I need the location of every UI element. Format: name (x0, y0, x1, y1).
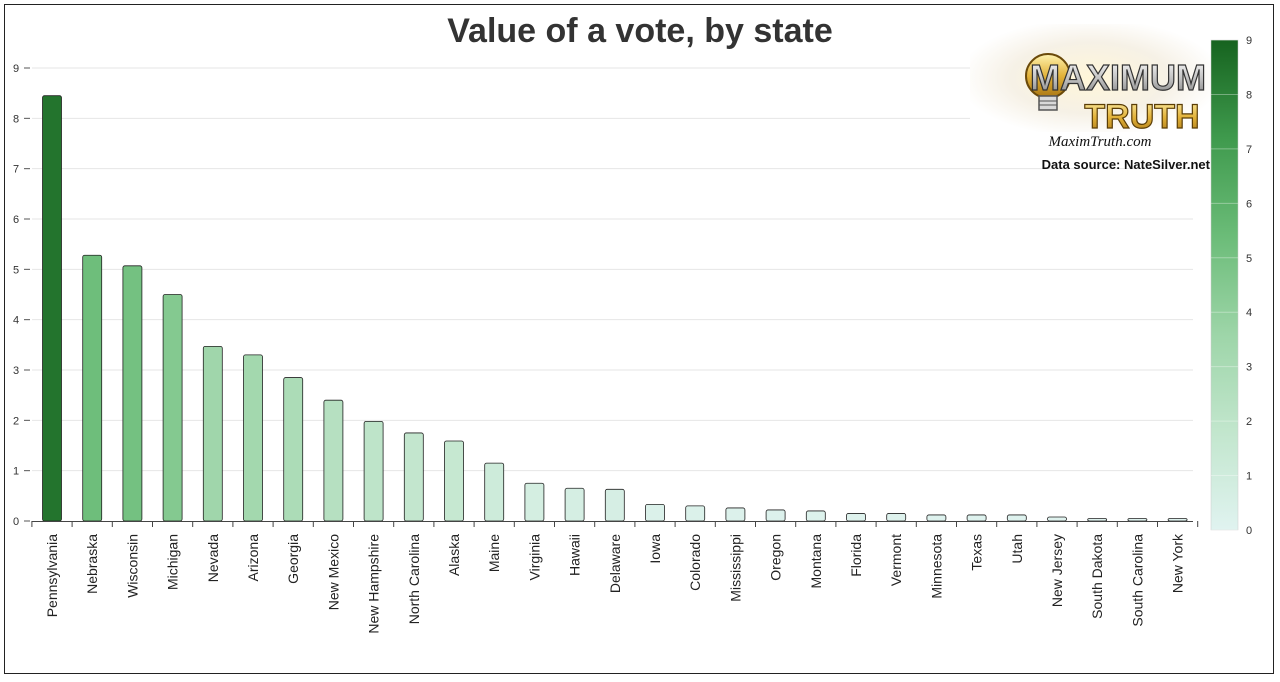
x-tick-label: Mississippi (727, 534, 743, 602)
x-tick-label: North Carolina (406, 534, 422, 624)
bar (564, 487, 585, 522)
bar (202, 345, 223, 522)
bar (725, 507, 746, 522)
x-tick-label: Iowa (647, 534, 663, 564)
colorscale-tick-label: 2 (1246, 416, 1252, 428)
colorscale-rect (1210, 39, 1239, 531)
x-tick-label: Florida (848, 534, 864, 577)
chart-title: Value of a vote, by state (447, 12, 833, 50)
bar (1047, 516, 1067, 522)
bar (363, 420, 384, 522)
x-tick-label: New York (1170, 533, 1186, 593)
y-tick-label: 9 (13, 63, 19, 75)
x-tick-label: Nebraska (84, 534, 100, 594)
y-tick-label: 8 (13, 113, 19, 125)
gridlines (32, 67, 1193, 472)
colorscale-tick-label: 7 (1246, 144, 1252, 156)
y-tick-label: 3 (13, 365, 19, 377)
lightbulb-icon (1025, 53, 1071, 111)
bar (1006, 514, 1027, 522)
bar (1167, 518, 1188, 522)
bar (122, 265, 143, 522)
x-tick-label: South Carolina (1129, 534, 1145, 627)
x-tick-label: Arizona (245, 534, 261, 582)
bar (42, 95, 62, 522)
colorscale-tick-label: 4 (1246, 307, 1252, 319)
x-tick-label: Utah (1009, 534, 1025, 564)
bar (283, 377, 304, 522)
x-tick-label: Oregon (768, 534, 784, 581)
bar (846, 513, 866, 522)
maximum-truth-logo: MAXIMUM TRUTH (970, 24, 1210, 134)
bar (323, 399, 344, 522)
logo-line1: MAXIMUM (1030, 57, 1206, 98)
y-tick-label: 4 (13, 315, 19, 327)
bar (926, 514, 947, 522)
x-tick-label: Texas (969, 534, 985, 571)
x-tick-label: Michigan (165, 534, 181, 590)
colorscale-tick-label: 8 (1246, 89, 1252, 101)
x-tick-label: Georgia (285, 534, 301, 584)
bar (403, 432, 424, 522)
y-tick-label: 0 (13, 516, 19, 528)
bar (82, 254, 103, 522)
bar (1127, 518, 1148, 522)
bar (243, 354, 263, 522)
colorscale-tick-label: 5 (1246, 253, 1252, 265)
bar (484, 462, 505, 522)
colorscale-tick-label: 9 (1246, 35, 1252, 47)
x-tick-label: Colorado (687, 534, 703, 591)
bar (645, 503, 665, 522)
bar (524, 482, 545, 522)
bar (604, 488, 625, 522)
colorscale-tick-label: 1 (1246, 471, 1252, 483)
bar (966, 514, 987, 522)
x-tick-label: Vermont (888, 534, 904, 586)
x-tick-label: New Mexico (325, 534, 341, 610)
bar (162, 294, 183, 522)
x-tick-label: Nevada (205, 534, 221, 582)
data-source: Data source: NateSilver.net (1041, 157, 1210, 172)
x-tick-label: New Jersey (1049, 534, 1065, 607)
bar (765, 509, 786, 522)
x-tick-label: New Hampshire (366, 534, 382, 634)
x-tick-label: Pennsylvania (44, 534, 60, 617)
y-axis: 0 1 2 3 4 5 6 7 8 9 (13, 63, 30, 528)
site-url: MaximTruth.com (1048, 134, 1152, 150)
y-tick-label: 5 (13, 264, 19, 276)
y-tick-label: 2 (13, 415, 19, 427)
x-tick-label: South Dakota (1089, 534, 1105, 619)
bars (42, 95, 1188, 522)
bar (444, 440, 464, 522)
colorscale-bar: 0 1 2 3 4 5 6 7 8 9 (1210, 35, 1252, 537)
y-tick-label: 1 (13, 466, 19, 478)
bar (685, 505, 706, 522)
x-axis: Pennsylvania Nebraska Wisconsin Michigan Nev… (31, 521, 1199, 634)
x-tick-label: Wisconsin (124, 534, 140, 598)
y-tick-label: 6 (13, 214, 19, 226)
colorscale-tick-label: 6 (1246, 198, 1252, 210)
x-tick-label: Montana (808, 534, 824, 589)
y-tick-label: 7 (13, 164, 19, 176)
bar (1087, 518, 1108, 522)
x-tick-label: Alaska (446, 534, 462, 576)
x-tick-label: Hawaii (567, 534, 583, 576)
x-tick-label: Virginia (526, 534, 542, 581)
logo-line2: TRUTH (1084, 98, 1199, 134)
bar (805, 510, 826, 522)
bar (886, 513, 907, 522)
colorscale-tick-label: 0 (1246, 525, 1252, 537)
x-tick-label: Maine (486, 534, 502, 572)
x-tick-label: Delaware (607, 534, 623, 593)
colorscale-tick-label: 3 (1246, 362, 1252, 374)
x-tick-label: Minnesota (928, 534, 944, 599)
